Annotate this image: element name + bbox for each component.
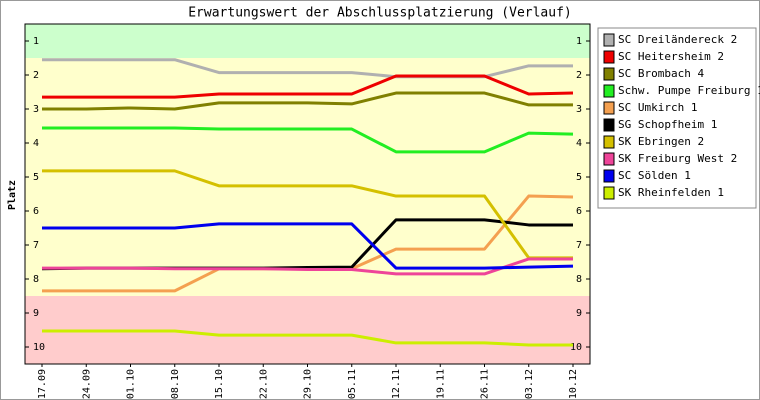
legend-swatch (603, 135, 615, 149)
y-tick-label: 3 (576, 104, 582, 115)
y-tick-label: 6 (576, 206, 582, 217)
y-tick-label: 10 (570, 342, 582, 353)
legend-label: SC Umkirch 1 (618, 101, 697, 114)
y-axis-label: Platz (7, 180, 18, 210)
y-tick-label: 1 (33, 36, 39, 47)
legend-label: SK Rheinfelden 1 (618, 186, 724, 199)
legend-swatch (603, 50, 615, 64)
zone (25, 24, 590, 58)
y-tick-label: 10 (33, 342, 45, 353)
x-tick-label: 08.10 (170, 369, 181, 399)
legend-border (597, 27, 757, 209)
y-tick-label: 1 (576, 36, 582, 47)
legend-label: SC Dreiländereck 2 (618, 33, 737, 46)
x-tick-label: 10.12 (568, 369, 579, 399)
y-tick-label: 4 (576, 138, 582, 149)
legend-label: SC Heitersheim 2 (618, 50, 724, 63)
legend-swatch (603, 101, 615, 115)
x-tick-label: 26.11 (480, 369, 491, 399)
legend-label: SK Ebringen 2 (618, 135, 704, 148)
legend-label: SG Schopfheim 1 (618, 118, 717, 131)
y-tick-label: 7 (33, 240, 39, 251)
legend-label: Schw. Pumpe Freiburg 1 (618, 84, 760, 97)
x-tick-label: 03.12 (524, 369, 535, 399)
y-tick-label: 3 (33, 104, 39, 115)
y-tick-label: 9 (576, 308, 582, 319)
series-line (42, 257, 573, 276)
legend-label: SC Brombach 4 (618, 67, 704, 80)
series-line (42, 169, 573, 260)
legend: SC Dreiländereck 2 SC Heitersheim 2 SC Bro… (597, 27, 760, 209)
legend-swatch (603, 186, 615, 200)
chart-title: Erwartungswert der Abschlussplatzierung … (188, 6, 572, 21)
series-line (42, 126, 574, 154)
x-tick-label: 22.10 (258, 369, 269, 399)
x-tick-label: 01.10 (126, 369, 137, 399)
legend-swatch (603, 169, 615, 183)
legend-swatch (603, 152, 615, 166)
legend-label: SC Sölden 1 (618, 169, 691, 182)
series-line (42, 74, 574, 99)
y-tick-label: 5 (33, 172, 39, 183)
x-tick-label: 24.09 (81, 369, 92, 399)
y-tick-label: 4 (33, 138, 39, 149)
legend-swatch (603, 67, 615, 81)
y-tick-label: 6 (33, 206, 39, 217)
legend-swatch (603, 33, 615, 47)
y-tick-label: 5 (576, 172, 582, 183)
x-tick-label: 05.11 (347, 369, 358, 399)
x-tick-label: 29.10 (303, 369, 314, 399)
x-tick-label: 12.11 (391, 369, 402, 399)
legend-swatch (603, 118, 615, 132)
plot-area: 1 1 2 2 3 3 4 4 5 5 6 6 7 7 8 8 9 9 10 10 17.09 24.09 01.10 08.… (24, 23, 591, 399)
series-line (42, 222, 574, 270)
series-line (42, 91, 573, 111)
x-tick-label: 15.10 (214, 369, 225, 399)
y-tick-label: 8 (576, 274, 582, 285)
y-tick-label: 9 (33, 308, 39, 319)
legend-swatch (603, 84, 615, 98)
x-tick-label: 19.11 (435, 369, 446, 399)
legend-label: SK Freiburg West 2 (618, 152, 737, 165)
x-tick-label: 17.09 (37, 369, 48, 399)
y-tick-label: 8 (33, 274, 39, 285)
series-line (42, 329, 573, 347)
y-tick-label: 7 (576, 240, 582, 251)
y-tick-label: 2 (33, 70, 39, 81)
y-tick-label: 2 (576, 70, 582, 81)
